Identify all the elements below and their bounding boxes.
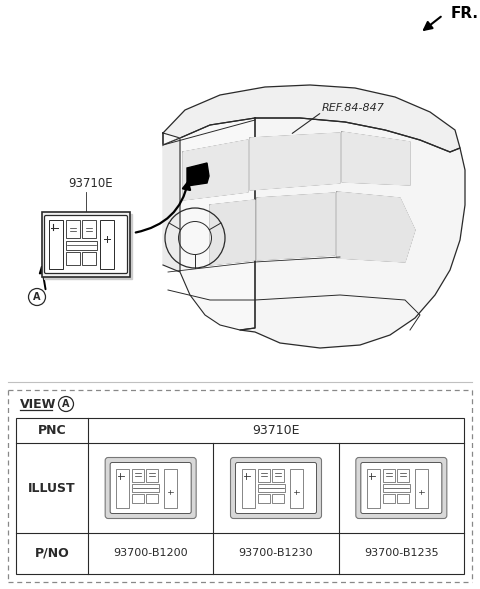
Text: FR.: FR.: [451, 6, 479, 22]
Bar: [257, 484, 285, 491]
FancyBboxPatch shape: [45, 216, 128, 273]
Bar: [383, 468, 395, 481]
Polygon shape: [163, 85, 460, 152]
FancyBboxPatch shape: [236, 462, 316, 514]
Bar: [132, 494, 144, 502]
FancyBboxPatch shape: [230, 458, 322, 518]
Bar: [146, 468, 158, 481]
Polygon shape: [163, 138, 180, 272]
Polygon shape: [337, 192, 415, 262]
Bar: [16, 418, 464, 574]
Bar: [383, 494, 395, 502]
Bar: [66, 252, 80, 265]
Text: A: A: [33, 292, 41, 302]
Bar: [44, 214, 132, 279]
Text: 93700-B1230: 93700-B1230: [239, 548, 313, 558]
Bar: [272, 468, 284, 481]
Bar: [397, 494, 409, 502]
Bar: [164, 468, 177, 508]
Text: P/NO: P/NO: [35, 547, 70, 560]
Text: REF.84-847: REF.84-847: [322, 103, 385, 113]
Bar: [367, 468, 380, 508]
FancyBboxPatch shape: [42, 212, 130, 277]
FancyBboxPatch shape: [361, 462, 442, 514]
Bar: [49, 220, 63, 269]
FancyBboxPatch shape: [105, 458, 196, 518]
Text: 93710E: 93710E: [252, 424, 300, 437]
Bar: [132, 468, 144, 481]
Text: VIEW: VIEW: [20, 398, 56, 411]
FancyBboxPatch shape: [110, 462, 191, 514]
Polygon shape: [250, 133, 340, 190]
Bar: [397, 468, 409, 481]
Bar: [116, 468, 129, 508]
Bar: [257, 468, 269, 481]
Text: PNC: PNC: [38, 424, 66, 437]
Polygon shape: [257, 193, 335, 260]
Polygon shape: [187, 163, 209, 186]
Bar: [66, 241, 97, 250]
Bar: [82, 220, 96, 238]
Polygon shape: [240, 118, 465, 348]
Polygon shape: [210, 200, 255, 265]
Bar: [383, 484, 410, 491]
Bar: [146, 494, 158, 502]
Bar: [82, 252, 96, 265]
Bar: [272, 494, 284, 502]
Bar: [66, 220, 80, 238]
Text: 93700-B1200: 93700-B1200: [113, 548, 188, 558]
Bar: [415, 468, 428, 508]
Polygon shape: [342, 132, 410, 185]
Bar: [289, 468, 302, 508]
Bar: [100, 220, 114, 269]
Text: ILLUST: ILLUST: [28, 481, 76, 495]
Text: A: A: [62, 399, 70, 409]
Bar: [257, 494, 269, 502]
Bar: [132, 484, 159, 491]
Polygon shape: [183, 140, 248, 200]
Bar: [241, 468, 254, 508]
FancyBboxPatch shape: [356, 458, 447, 518]
Polygon shape: [163, 118, 255, 330]
Text: 93700-B1235: 93700-B1235: [364, 548, 439, 558]
Text: 93710E: 93710E: [68, 177, 113, 190]
